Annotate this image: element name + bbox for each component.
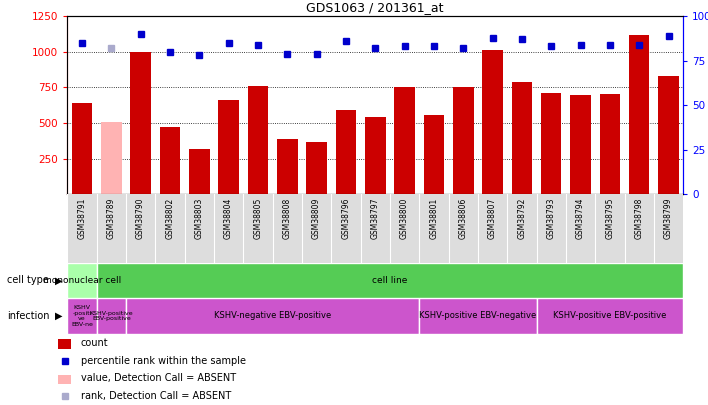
Bar bbox=[419, 298, 537, 334]
Text: GSM38803: GSM38803 bbox=[195, 198, 204, 239]
Text: GSM38798: GSM38798 bbox=[635, 198, 644, 239]
Bar bbox=[658, 76, 679, 194]
Text: ▶: ▶ bbox=[55, 275, 62, 286]
Text: GSM38789: GSM38789 bbox=[107, 198, 115, 239]
Text: GSM38795: GSM38795 bbox=[605, 198, 615, 239]
Text: rank, Detection Call = ABSENT: rank, Detection Call = ABSENT bbox=[81, 391, 231, 401]
Bar bbox=[130, 52, 151, 194]
Text: KSHV-positive
EBV-positive: KSHV-positive EBV-positive bbox=[89, 311, 133, 321]
Bar bbox=[126, 298, 419, 334]
Text: GSM38796: GSM38796 bbox=[341, 198, 350, 239]
Text: GSM38807: GSM38807 bbox=[488, 198, 497, 239]
Text: GSM38805: GSM38805 bbox=[253, 198, 263, 239]
Bar bbox=[218, 100, 239, 194]
Text: GSM38791: GSM38791 bbox=[77, 198, 86, 239]
Bar bbox=[423, 115, 444, 194]
Text: GSM38792: GSM38792 bbox=[518, 198, 526, 239]
Text: value, Detection Call = ABSENT: value, Detection Call = ABSENT bbox=[81, 373, 236, 384]
Text: GSM38800: GSM38800 bbox=[400, 198, 409, 239]
Text: cell type: cell type bbox=[7, 275, 49, 286]
Text: GSM38799: GSM38799 bbox=[664, 198, 673, 239]
Bar bbox=[394, 87, 415, 194]
Text: infection: infection bbox=[7, 311, 50, 321]
Bar bbox=[101, 122, 122, 194]
Text: KSHV-positive EBV-positive: KSHV-positive EBV-positive bbox=[553, 311, 666, 320]
Bar bbox=[600, 94, 620, 194]
Text: KSHV
-positi
ve
EBV-ne: KSHV -positi ve EBV-ne bbox=[71, 305, 93, 327]
Text: cell line: cell line bbox=[372, 276, 408, 285]
Bar bbox=[72, 103, 92, 194]
Bar bbox=[512, 82, 532, 194]
Text: GSM38797: GSM38797 bbox=[371, 198, 379, 239]
Bar bbox=[67, 298, 96, 334]
Bar bbox=[67, 263, 96, 298]
Bar bbox=[58, 339, 71, 349]
Text: KSHV-positive EBV-negative: KSHV-positive EBV-negative bbox=[419, 311, 537, 320]
Bar bbox=[537, 298, 683, 334]
Text: GSM38804: GSM38804 bbox=[224, 198, 233, 239]
Bar bbox=[482, 50, 503, 194]
Text: GSM38808: GSM38808 bbox=[282, 198, 292, 239]
Text: KSHV-negative EBV-positive: KSHV-negative EBV-positive bbox=[214, 311, 331, 320]
Text: GSM38806: GSM38806 bbox=[459, 198, 468, 239]
Text: GSM38801: GSM38801 bbox=[430, 198, 438, 239]
Bar bbox=[453, 87, 474, 194]
Text: GSM38809: GSM38809 bbox=[312, 198, 321, 239]
Text: percentile rank within the sample: percentile rank within the sample bbox=[81, 356, 246, 366]
Bar bbox=[571, 95, 590, 194]
Bar bbox=[160, 128, 180, 194]
Text: GSM38793: GSM38793 bbox=[547, 198, 556, 239]
Text: GSM38794: GSM38794 bbox=[576, 198, 585, 239]
Bar bbox=[277, 139, 297, 194]
Bar bbox=[307, 143, 327, 194]
Title: GDS1063 / 201361_at: GDS1063 / 201361_at bbox=[307, 1, 444, 14]
Bar bbox=[96, 298, 126, 334]
Bar bbox=[629, 35, 649, 194]
Bar bbox=[189, 149, 210, 194]
Bar bbox=[365, 117, 385, 194]
Text: GSM38790: GSM38790 bbox=[136, 198, 145, 239]
Text: count: count bbox=[81, 338, 108, 348]
Text: mononuclear cell: mononuclear cell bbox=[42, 276, 121, 285]
Bar bbox=[58, 375, 71, 384]
Bar bbox=[248, 86, 268, 194]
Bar bbox=[336, 110, 356, 194]
Text: ▶: ▶ bbox=[55, 311, 62, 321]
Bar bbox=[541, 93, 561, 194]
Text: GSM38802: GSM38802 bbox=[166, 198, 174, 239]
